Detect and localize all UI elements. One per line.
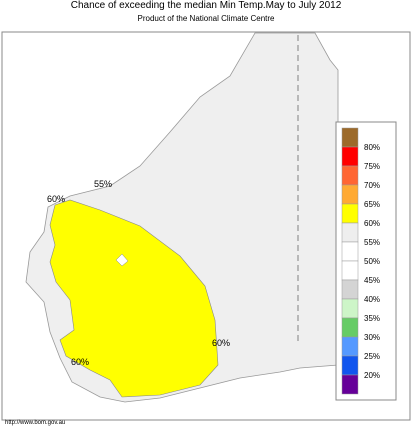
legend-label: 55%: [364, 238, 380, 247]
legend-swatch: [341, 317, 359, 338]
legend-label: 70%: [364, 181, 380, 190]
legend-label: 30%: [364, 333, 380, 342]
map-label: 55%: [94, 179, 112, 189]
legend-swatch: [341, 336, 359, 357]
legend-label: 20%: [364, 371, 380, 380]
legend-swatch: [341, 127, 359, 148]
legend-swatch: [341, 184, 359, 205]
legend-swatch: [341, 146, 359, 167]
legend-label: 65%: [364, 200, 380, 209]
legend-swatch: [341, 203, 359, 224]
map-label: 60%: [212, 338, 230, 348]
legend-swatch: [341, 165, 359, 186]
legend: 80% 75% 70% 65% 60% 55% 50% 45% 40% 35% 30% 25% 20%: [341, 127, 380, 395]
legend-swatch: [341, 355, 359, 376]
footer-url: http://www.bom.gov.au: [5, 420, 65, 426]
white-patch: [115, 253, 129, 267]
legend-label: 40%: [364, 295, 380, 304]
legend-swatch: [341, 298, 359, 319]
legend-label: 45%: [364, 276, 380, 285]
map-label: 60%: [71, 357, 89, 367]
yellow-region: [49, 199, 219, 398]
subtitle: Product of the National Climate Centre: [138, 14, 276, 23]
legend-label: 50%: [364, 257, 380, 266]
legend-label: 60%: [364, 219, 380, 228]
legend-swatch: [341, 260, 359, 281]
legend-label: 35%: [364, 314, 380, 323]
title: Chance of exceeding the median Min Temp.…: [71, 0, 342, 11]
legend-swatch: [341, 374, 359, 395]
legend-swatch: [341, 241, 359, 262]
legend-swatch: [341, 222, 359, 243]
legend-label: 75%: [364, 162, 380, 171]
legend-swatch: [341, 279, 359, 300]
map-label: 60%: [47, 194, 65, 204]
legend-label: 80%: [364, 143, 380, 152]
legend-label: 25%: [364, 352, 380, 361]
